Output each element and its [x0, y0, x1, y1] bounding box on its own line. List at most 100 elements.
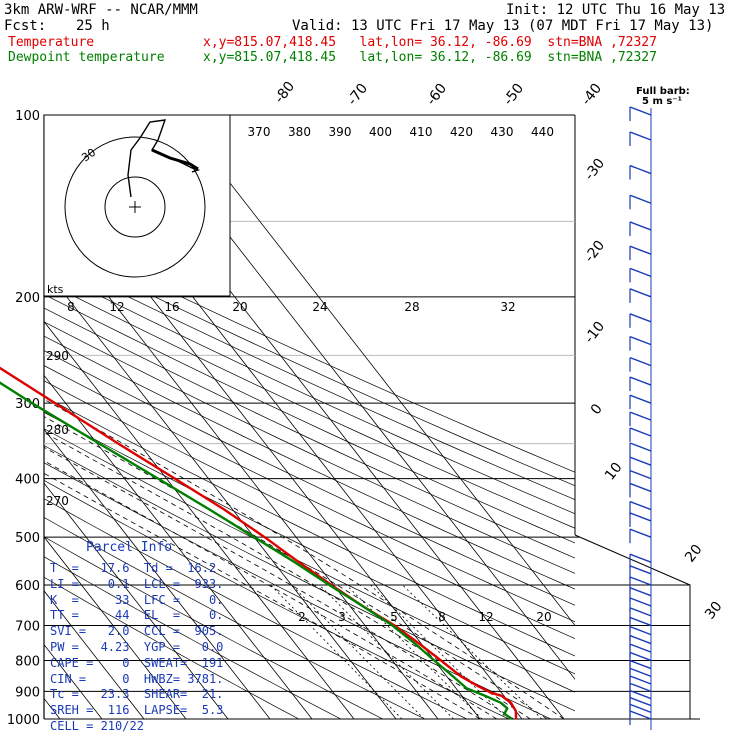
wind-barb	[629, 482, 652, 493]
isotherm	[44, 267, 397, 719]
dry-adiabat	[44, 242, 575, 487]
pressure-tick-label: 200	[15, 291, 40, 306]
dry-adiabat	[44, 395, 575, 657]
sounding-traces	[0, 366, 518, 720]
dewpoint-legend-label: Dewpoint temperature	[8, 50, 165, 65]
dry-adiabat	[44, 350, 575, 606]
theta-label: 390	[329, 125, 352, 139]
wind-barb	[629, 500, 652, 511]
forecast-label: Fcst:	[4, 18, 47, 34]
theta-label: 380	[288, 125, 311, 139]
isotherm	[176, 115, 575, 627]
mixing-ratio-line	[291, 584, 425, 719]
isotherm	[44, 482, 229, 719]
wind-barb	[629, 411, 652, 421]
mixing-ratio-scale-label: 24	[312, 300, 327, 314]
pressure-tick-label: 500	[15, 531, 40, 546]
isotherm-label: -50	[501, 81, 528, 109]
isotherm-label: -60	[424, 81, 451, 109]
hodograph-ring	[64, 136, 206, 278]
wind-barb	[629, 597, 652, 607]
wind-barb	[629, 696, 652, 707]
dry-adiabat	[44, 380, 575, 640]
isotherm-label: 30	[702, 599, 726, 623]
wind-barb	[629, 710, 652, 720]
theta-label: 410	[410, 125, 433, 139]
wind-barb	[629, 376, 652, 386]
wind-barb	[629, 469, 652, 480]
parcel-info-row: SREH = 116 LAPSE= 5.3	[50, 703, 224, 718]
isobars	[44, 114, 690, 720]
dewpoint-trace	[0, 381, 513, 720]
mixing-ratio-scale-label: 8	[67, 300, 75, 314]
dry-adiabat	[44, 307, 575, 559]
hodograph-box	[43, 114, 231, 297]
mixing-ratio-scale-label: 16	[164, 300, 179, 314]
mixing-ratio-label: 2	[298, 610, 306, 624]
wind-barb	[629, 565, 652, 575]
isotherm	[44, 590, 145, 719]
moist-adiabats	[44, 398, 565, 719]
theta-label: 430	[491, 125, 514, 139]
isotherm-label: -70	[345, 81, 372, 109]
wind-barb	[629, 313, 652, 323]
parcel-info-row: T = 17.6 Td = 16.2	[50, 561, 217, 575]
moist-adiabat	[44, 472, 481, 719]
forecast-hour: 25 h	[76, 18, 110, 34]
wind-barbs: Full barb:5 m s⁻¹	[629, 86, 690, 730]
dry-adiabat	[44, 498, 467, 719]
dry-adiabat	[44, 267, 575, 515]
wind-barb	[629, 164, 652, 175]
wind-barb	[629, 651, 652, 662]
dry-adiabat	[44, 516, 425, 719]
parcel-info-row: CAPE = 0 SWEAT= 191	[50, 655, 224, 670]
temperature-trace	[0, 366, 518, 720]
parcel-info-row: TT = 44 EL = 0.	[50, 608, 224, 623]
pressure-tick-label: 1000	[7, 713, 40, 728]
pressure-tick-label: 800	[15, 654, 40, 669]
hodograph-trace	[127, 119, 201, 198]
dry-adiabat	[44, 229, 575, 473]
moist-adiabat	[44, 432, 531, 719]
mixing-ratio-line	[319, 584, 454, 719]
mixing-ratio-line	[346, 584, 483, 719]
pressure-tick-label: 400	[15, 473, 40, 488]
pressure-tick-label: 700	[15, 619, 40, 634]
parcel-info-row: K = 33 LFC = 0.	[50, 592, 224, 607]
wind-barb	[629, 587, 652, 597]
wind-barb	[629, 427, 652, 437]
wind-barb	[629, 194, 652, 204]
dry-adiabat	[44, 365, 575, 623]
temperature-location: x,y=815.07,418.45 lat,lon= 36.12, -86.69…	[203, 35, 657, 50]
wind-barb	[629, 634, 652, 645]
mixing-ratio-line	[402, 584, 543, 719]
wind-barb	[629, 689, 652, 700]
theta-label: 370	[248, 125, 271, 139]
wind-barb	[629, 394, 652, 404]
dry-adiabat	[44, 556, 341, 719]
parcel-info-row: SVI = 2.0 CCL = 905.	[50, 624, 224, 639]
dry-adiabat	[44, 428, 575, 693]
left-theta-label: 270	[46, 494, 69, 508]
wind-barb	[629, 607, 652, 617]
wind-legend-title: Full barb:	[636, 86, 690, 97]
isotherm-label: -80	[272, 79, 299, 107]
isotherm-label: -30	[582, 156, 609, 184]
mixing-ratio-label: 12	[478, 610, 493, 624]
wind-barb	[629, 221, 652, 231]
parcel-info-title: Parcel Info	[86, 540, 173, 555]
wind-barb	[629, 528, 652, 538]
isotherm	[44, 536, 187, 719]
wind-legend-unit: 5 m s⁻¹	[642, 96, 682, 107]
pressure-tick-label: 100	[15, 109, 40, 124]
isotherm-label: -10	[582, 319, 609, 347]
mixing-ratio-scale-label: 32	[500, 300, 515, 314]
left-theta-label: 280	[46, 423, 69, 437]
mixing-ratio-label: 8	[438, 610, 446, 624]
wind-barb	[629, 576, 652, 586]
isotherm-label: -20	[582, 238, 609, 266]
mixing-ratio-scale-label: 20	[232, 300, 247, 314]
dry-adiabat	[44, 576, 299, 719]
